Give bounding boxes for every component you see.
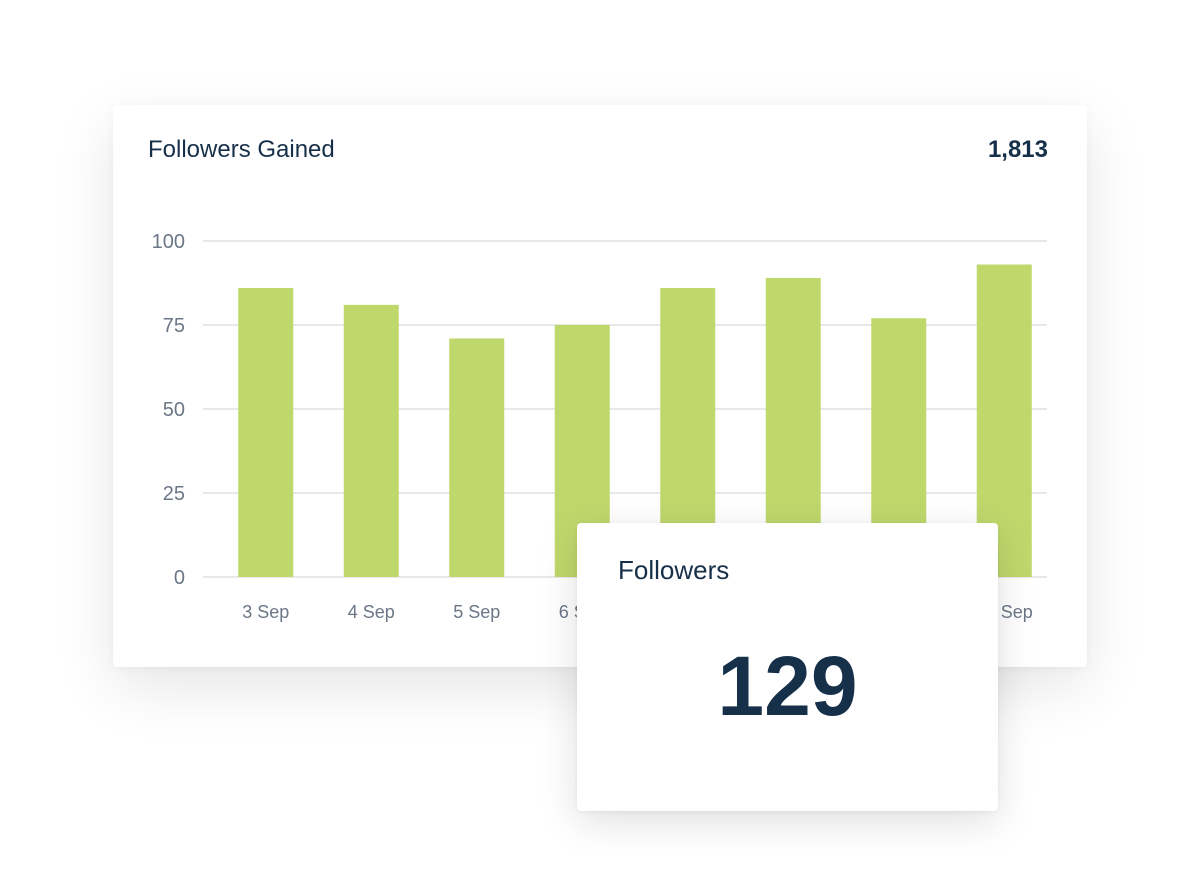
y-tick-label: 0 xyxy=(174,567,185,589)
bar-4-sep xyxy=(343,304,399,577)
bar-5-sep xyxy=(449,338,505,577)
y-tick-label: 75 xyxy=(163,315,185,337)
kpi-value: 129 xyxy=(717,639,858,733)
y-tick-label: 50 xyxy=(163,399,185,421)
followers-kpi-card: Followers 129 xyxy=(577,523,998,811)
kpi-label: Followers xyxy=(618,555,730,585)
x-tick-label: 4 Sep xyxy=(348,602,395,622)
total-value: 1,813 xyxy=(987,136,1048,163)
x-tick-label: 3 Sep xyxy=(242,602,289,622)
y-tick-label: 100 xyxy=(152,231,185,253)
x-tick-label: 5 Sep xyxy=(453,602,500,622)
bar-3-sep xyxy=(238,288,294,577)
chart-title: Followers Gained xyxy=(148,136,335,163)
y-tick-label: 25 xyxy=(163,483,185,505)
